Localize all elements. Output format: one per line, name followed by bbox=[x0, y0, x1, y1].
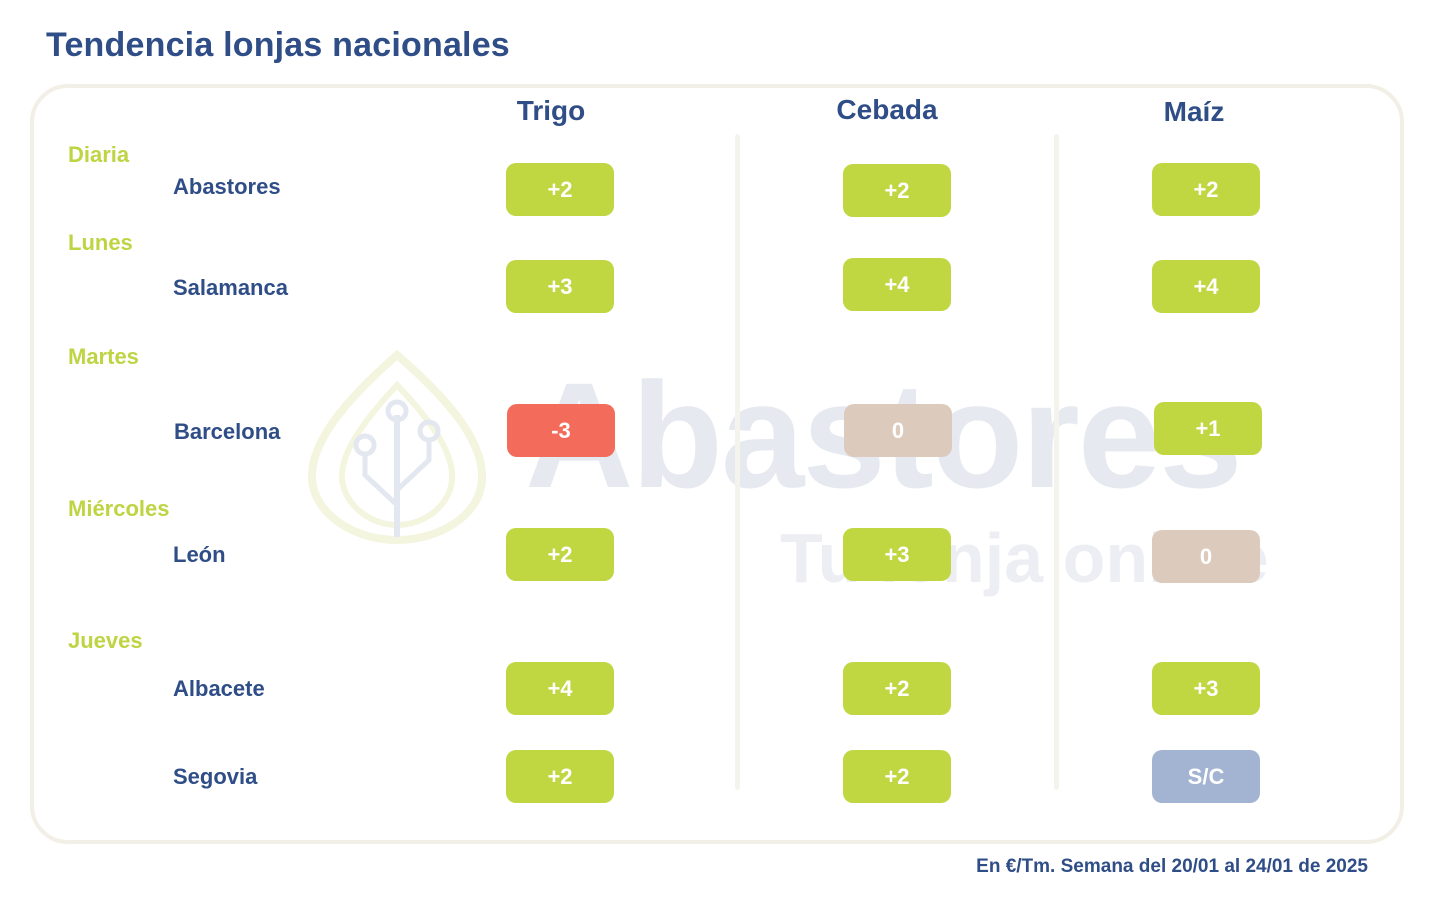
trend-badge: 0 bbox=[1152, 530, 1260, 583]
column-header-trigo: Trigo bbox=[516, 95, 586, 126]
day-label-diaria: Diaria bbox=[68, 142, 130, 167]
trend-badge: S/C bbox=[1152, 750, 1260, 803]
trend-badge: +3 bbox=[506, 260, 614, 313]
trend-badge: -3 bbox=[507, 404, 615, 457]
trend-badge: +2 bbox=[506, 528, 614, 581]
trend-badge: +4 bbox=[843, 258, 951, 311]
market-label: Segovia bbox=[173, 764, 258, 789]
footer-note: En €/Tm. Semana del 20/01 al 24/01 de 20… bbox=[976, 856, 1368, 877]
trend-badge: 0 bbox=[844, 404, 952, 457]
day-label-jueves: Jueves bbox=[68, 628, 143, 653]
market-label: Albacete bbox=[173, 676, 265, 701]
market-label: León bbox=[173, 542, 226, 567]
day-label-martes: Martes bbox=[68, 344, 139, 369]
market-label: Salamanca bbox=[173, 275, 288, 300]
trend-badge: +4 bbox=[1152, 260, 1260, 313]
page-title: Tendencia lonjas nacionales bbox=[46, 26, 510, 64]
trend-badge: +2 bbox=[506, 750, 614, 803]
trend-badge: +2 bbox=[1152, 163, 1260, 216]
trend-badge: +3 bbox=[1152, 662, 1260, 715]
column-divider bbox=[735, 134, 740, 790]
market-label: Abastores bbox=[173, 174, 281, 199]
trend-badge: +2 bbox=[506, 163, 614, 216]
market-label: Barcelona bbox=[174, 419, 281, 444]
trend-badge: +3 bbox=[843, 528, 951, 581]
trend-badge: +4 bbox=[506, 662, 614, 715]
trend-badge: +2 bbox=[843, 750, 951, 803]
column-header-cebada: Cebada bbox=[836, 94, 938, 125]
day-label-lunes: Lunes bbox=[68, 230, 133, 255]
trend-badge: +2 bbox=[843, 164, 951, 217]
trend-badge: +1 bbox=[1154, 402, 1262, 455]
column-divider bbox=[1054, 134, 1059, 790]
trend-badge: +2 bbox=[843, 662, 951, 715]
day-label-miercoles: Miércoles bbox=[68, 496, 170, 521]
column-header-maiz: Maíz bbox=[1163, 96, 1225, 127]
